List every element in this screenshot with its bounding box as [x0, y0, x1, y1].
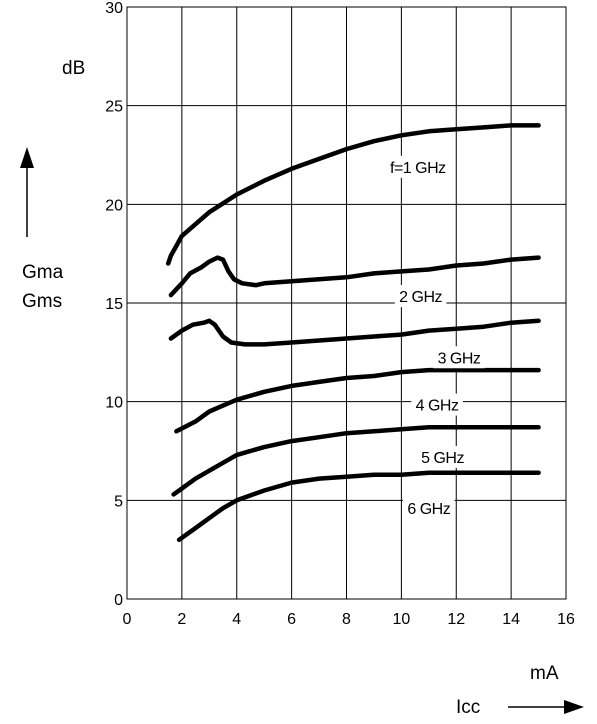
series-line [165, 123, 541, 266]
x-tick-label: 12 [447, 611, 465, 628]
y-arrow-icon [20, 147, 34, 237]
x-tick-label: 2 [177, 611, 186, 628]
x-arrow-icon [508, 700, 584, 714]
x-tick-label: 6 [287, 611, 296, 628]
series-label-background [394, 285, 447, 308]
y-tick-label: 5 [114, 493, 123, 510]
series-line [168, 318, 541, 347]
series-label-background [403, 497, 455, 520]
x-axis-label: Icc [456, 697, 480, 718]
series-label: 5 GHz [421, 450, 464, 467]
series-label-background [433, 346, 485, 369]
y-tick-label: 15 [105, 296, 123, 313]
series-label: f=1 GHz [390, 160, 446, 177]
x-tick-label: 0 [123, 611, 132, 628]
series-label: 2 GHz [399, 289, 442, 306]
series-labels: f=1 GHz 2 GHz 3 GHz 4 GHz 5 GHz 6 GHz [383, 155, 485, 520]
y-tick-label: 25 [105, 99, 123, 116]
x-tick-label: 14 [502, 611, 520, 628]
series-line [168, 255, 541, 298]
y-tick-labels: 0 5 10 15 20 25 30 [105, 0, 123, 609]
x-tick-label: 16 [557, 611, 575, 628]
series-line [176, 470, 541, 543]
y-unit-label: dB [62, 58, 85, 79]
y-tick-label: 0 [114, 592, 123, 609]
grid-lines [127, 7, 566, 599]
series-label-background [411, 393, 463, 416]
series-label: 6 GHz [407, 501, 450, 518]
y-tick-label: 10 [105, 395, 123, 412]
series-label-background [383, 155, 452, 178]
y-tick-label: 20 [105, 197, 123, 214]
x-tick-label: 8 [342, 611, 351, 628]
y-axis-label-line1: Gma [22, 262, 64, 283]
series-label: 3 GHz [438, 350, 481, 367]
x-unit-label: mA [530, 663, 559, 684]
x-tick-label: 4 [232, 611, 241, 628]
series-line [171, 425, 541, 497]
series-label-background [416, 445, 469, 468]
x-tick-label: 10 [392, 611, 410, 628]
y-axis-label-line2: Gms [22, 291, 62, 312]
y-tick-label: 30 [105, 0, 123, 17]
x-tick-labels: 0 2 4 6 8 10 12 14 16 [123, 611, 575, 628]
series-lines [165, 123, 541, 543]
plot-frame [126, 6, 567, 600]
series-line [174, 367, 541, 434]
series-label: 4 GHz [416, 398, 459, 415]
